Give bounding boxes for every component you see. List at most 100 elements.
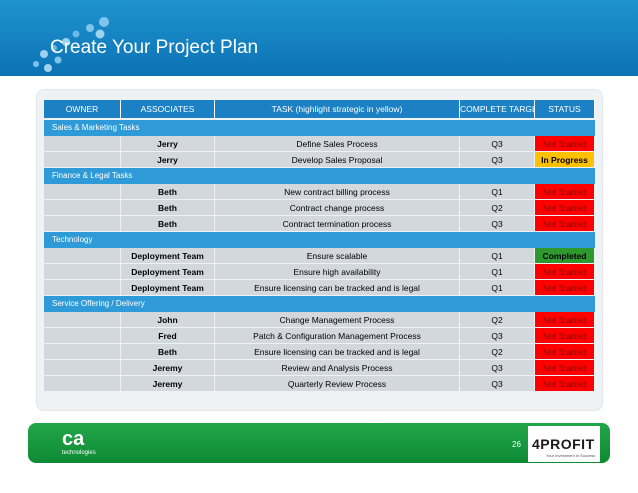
status-cell: Not Started [535,328,595,344]
associates-cell: Jeremy [121,360,215,376]
section-header-row: Service Offering / Delivery [44,296,595,312]
complete-target-cell: Q1 [460,248,535,264]
associates-cell: Jerry [121,136,215,152]
status-cell: Not Started [535,360,595,376]
table-row: Jeremy Review and Analysis Process Q3 Not S… [44,360,595,376]
complete-target-cell: Q3 [460,216,535,232]
owner-cell [44,248,121,264]
task-cell: Ensure high availability [215,264,460,280]
status-cell: Not Started [535,184,595,200]
associates-cell: Deployment Team [121,248,215,264]
header-complete-target: COMPLETE TARGET [460,100,535,118]
task-cell: Change Management Process [215,312,460,328]
owner-cell [44,376,121,392]
section-header-row: Finance & Legal Tasks [44,168,595,184]
page-title: Create Your Project Plan [50,37,259,58]
table-row: John Change Management Process Q2 Not Start… [44,312,595,328]
section-header-row: Technology [44,232,595,248]
associates-cell: Jeremy [121,376,215,392]
complete-target-cell: Q3 [460,136,535,152]
header-associates: ASSOCIATES [121,100,215,118]
task-cell: Review and Analysis Process [215,360,460,376]
slide-footer: ca technologies 26 4PROFIT Your Investme… [28,423,610,463]
task-cell: Contract change process [215,200,460,216]
header-owner: OWNER [44,100,121,118]
complete-target-cell: Q3 [460,152,535,168]
4profit-logo-tagline: Your Investment in Success [546,453,596,458]
associates-cell: Beth [121,216,215,232]
4profit-logo-text: 4PROFIT [532,436,595,452]
table-row: Beth Contract change process Q2 Not Started [44,200,595,216]
owner-cell [44,312,121,328]
slide-header: Create Your Project Plan [0,0,638,76]
owner-cell [44,360,121,376]
task-cell: Quarterly Review Process [215,376,460,392]
complete-target-cell: Q1 [460,280,535,296]
table-row: Jerry Develop Sales Proposal Q3 In Progress [44,152,595,168]
status-cell: Completed [535,248,595,264]
section-header-row: Sales & Marketing Tasks [44,120,595,136]
header-task: TASK (highlight strategic in yellow) [215,100,460,118]
task-cell: Patch & Configuration Management Process [215,328,460,344]
4profit-logo: 4PROFIT Your Investment in Success [528,426,600,462]
complete-target-cell: Q3 [460,360,535,376]
complete-target-cell: Q3 [460,376,535,392]
task-cell: Contract termination process [215,216,460,232]
associates-cell: Fred [121,328,215,344]
owner-cell [44,136,121,152]
complete-target-cell: Q1 [460,264,535,280]
complete-target-cell: Q3 [460,328,535,344]
associates-cell: Beth [121,200,215,216]
associates-cell: Deployment Team [121,264,215,280]
complete-target-cell: Q2 [460,344,535,360]
table-row: Deployment Team Ensure scalable Q1 Complete… [44,248,595,264]
status-cell: Not Started [535,216,595,232]
complete-target-cell: Q1 [460,184,535,200]
status-cell: Not Started [535,264,595,280]
status-cell: Not Started [535,344,595,360]
table-row: Beth Ensure licensing can be tracked and … [44,344,595,360]
table-row: Deployment Team Ensure high availability Q… [44,264,595,280]
status-cell: Not Started [535,280,595,296]
status-cell: In Progress [535,152,595,168]
status-cell: Not Started [535,136,595,152]
owner-cell [44,200,121,216]
associates-cell: Beth [121,184,215,200]
task-cell: Ensure licensing can be tracked and is l… [215,344,460,360]
status-cell: Not Started [535,376,595,392]
owner-cell [44,216,121,232]
header-status: STATUS [535,100,595,118]
associates-cell: Beth [121,344,215,360]
table-row: Beth Contract termination process Q3 Not St… [44,216,595,232]
status-cell: Not Started [535,312,595,328]
owner-cell [44,152,121,168]
associates-cell: Jerry [121,152,215,168]
table-row: Jeremy Quarterly Review Process Q3 Not Star… [44,376,595,392]
ca-technologies-logo: ca technologies [62,429,102,459]
project-plan-table: OWNER ASSOCIATES TASK (highlight strateg… [44,100,595,392]
owner-cell [44,184,121,200]
task-cell: Ensure licensing can be tracked and is l… [215,280,460,296]
table-row: Fred Patch & Configuration Management Pro… [44,328,595,344]
task-cell: Define Sales Process [215,136,460,152]
table-row: Deployment Team Ensure licensing can be t… [44,280,595,296]
owner-cell [44,280,121,296]
complete-target-cell: Q2 [460,200,535,216]
task-cell: Ensure scalable [215,248,460,264]
table-row: Jerry Define Sales Process Q3 Not Started [44,136,595,152]
owner-cell [44,264,121,280]
owner-cell [44,344,121,360]
associates-cell: Deployment Team [121,280,215,296]
task-cell: New contract billing process [215,184,460,200]
decorative-bubbles-icon [33,17,109,72]
owner-cell [44,328,121,344]
page-number: 26 [512,440,521,449]
ca-logo-subtext: technologies [62,450,96,456]
ca-logo-text: ca [62,428,85,450]
table-row: Beth New contract billing process Q1 Not St… [44,184,595,200]
task-cell: Develop Sales Proposal [215,152,460,168]
table-header-row: OWNER ASSOCIATES TASK (highlight strateg… [44,100,595,118]
complete-target-cell: Q2 [460,312,535,328]
status-cell: Not Started [535,200,595,216]
associates-cell: John [121,312,215,328]
